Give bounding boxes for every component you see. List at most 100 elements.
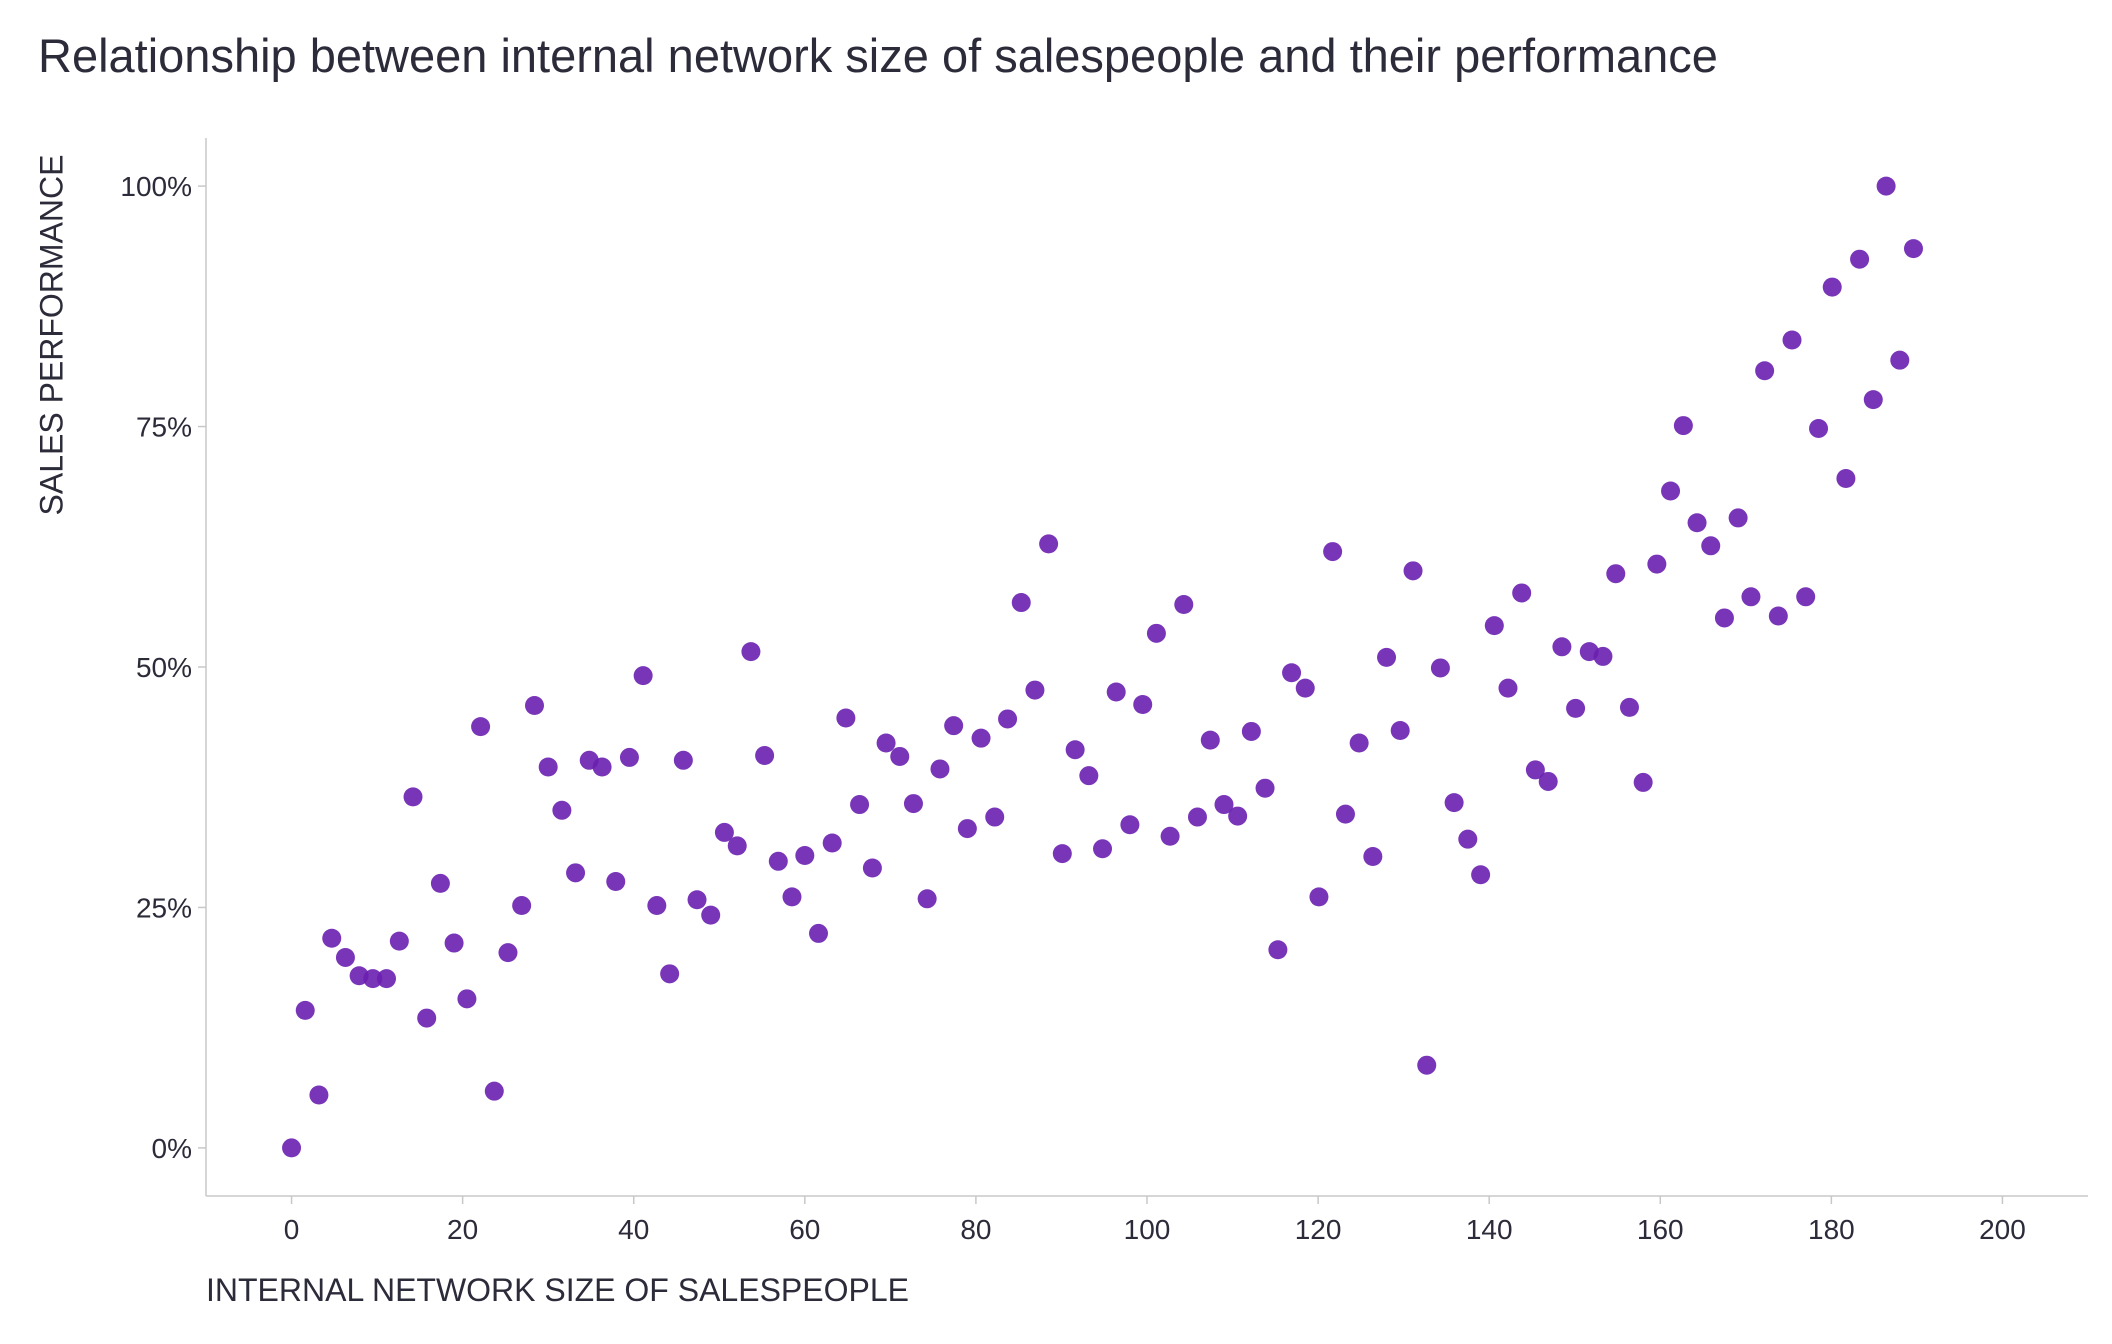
data-point [1593, 646, 1613, 666]
data-point [1390, 720, 1410, 740]
data-point [1214, 795, 1234, 815]
data-point [1836, 468, 1856, 488]
data-point [322, 928, 342, 948]
data-point [552, 800, 572, 820]
data-point [1025, 680, 1045, 700]
data-point [592, 757, 612, 777]
data-point [1458, 829, 1478, 849]
data-point [282, 1138, 302, 1158]
data-point [1619, 697, 1639, 717]
data-point [457, 989, 477, 1009]
data-point [538, 757, 558, 777]
data-point [890, 746, 910, 766]
data-point [687, 890, 707, 910]
data-point [1728, 508, 1748, 528]
data-point [1268, 940, 1288, 960]
data-point [903, 794, 923, 814]
y-tick-label: 100% [120, 171, 192, 202]
y-tick-label: 50% [136, 652, 192, 683]
data-point [1323, 542, 1343, 562]
data-point [1335, 804, 1355, 824]
data-point [1417, 1055, 1437, 1075]
data-point [1363, 846, 1383, 866]
data-point [335, 947, 355, 967]
x-ticks: 0 20 40 60 80 100 120 140 160 180 200 [284, 1196, 2026, 1245]
data-point [957, 819, 977, 839]
data-point [1796, 587, 1816, 607]
data-point [444, 933, 464, 953]
data-point [944, 716, 964, 736]
data-point [809, 923, 829, 943]
x-tick-label: 80 [960, 1214, 991, 1245]
data-point [1133, 695, 1153, 715]
x-axis-label: INTERNAL NETWORK SIZE OF SALESPEOPLE [206, 1272, 909, 1308]
data-point [1282, 663, 1302, 683]
data-point [876, 733, 896, 753]
data-point [1903, 239, 1923, 259]
data-point [1782, 330, 1802, 350]
data-point [1255, 778, 1275, 798]
data-point [917, 889, 937, 909]
data-point [1822, 277, 1842, 297]
data-points [282, 176, 1923, 1158]
data-point [1309, 887, 1329, 907]
data-point [1065, 740, 1085, 760]
data-point [524, 695, 544, 715]
data-point [1403, 561, 1423, 581]
data-point [1146, 623, 1166, 643]
data-point [836, 708, 856, 728]
data-point [1741, 587, 1761, 607]
x-tick-label: 120 [1295, 1214, 1342, 1245]
data-point [1228, 806, 1248, 826]
data-point [850, 795, 870, 815]
data-point [1377, 647, 1397, 667]
data-point [377, 969, 397, 989]
data-point [1661, 481, 1681, 501]
data-point [1295, 678, 1315, 698]
data-point [1606, 564, 1626, 584]
y-tick-label: 0% [152, 1133, 192, 1164]
data-point [985, 807, 1005, 827]
data-point [727, 836, 747, 856]
data-point [1538, 771, 1558, 791]
data-point [417, 1008, 437, 1028]
data-point [484, 1081, 504, 1101]
data-point [1241, 721, 1261, 741]
data-point [363, 969, 383, 989]
x-tick-label: 180 [1808, 1214, 1855, 1245]
data-point [606, 871, 626, 891]
data-point [1200, 730, 1220, 750]
data-point [498, 943, 518, 963]
y-ticks: 0% 25% 50% 75% 100% [120, 171, 206, 1164]
data-point [512, 896, 532, 916]
data-point [1187, 807, 1207, 827]
data-point [782, 887, 802, 907]
data-point [1552, 637, 1572, 657]
chart-title: Relationship between internal network si… [38, 29, 1718, 82]
y-tick-label: 25% [136, 892, 192, 923]
data-point [822, 833, 842, 853]
data-point [1701, 536, 1721, 556]
x-tick-label: 0 [284, 1214, 300, 1245]
data-point [1633, 772, 1653, 792]
data-point [295, 1000, 315, 1020]
x-tick-label: 100 [1124, 1214, 1171, 1245]
data-point [1863, 390, 1883, 410]
data-point [619, 747, 639, 767]
data-point [660, 964, 680, 984]
data-point [1484, 616, 1504, 636]
data-point [1039, 534, 1059, 554]
y-tick-label: 75% [136, 412, 192, 443]
data-point [768, 851, 788, 871]
data-point [1052, 844, 1072, 864]
data-point [1755, 361, 1775, 381]
data-point [309, 1085, 329, 1105]
data-point [430, 873, 450, 893]
data-point [1430, 658, 1450, 678]
data-point [1120, 815, 1140, 835]
data-point [1809, 418, 1829, 438]
data-point [389, 931, 409, 951]
data-point [1566, 698, 1586, 718]
x-tick-label: 40 [618, 1214, 649, 1245]
